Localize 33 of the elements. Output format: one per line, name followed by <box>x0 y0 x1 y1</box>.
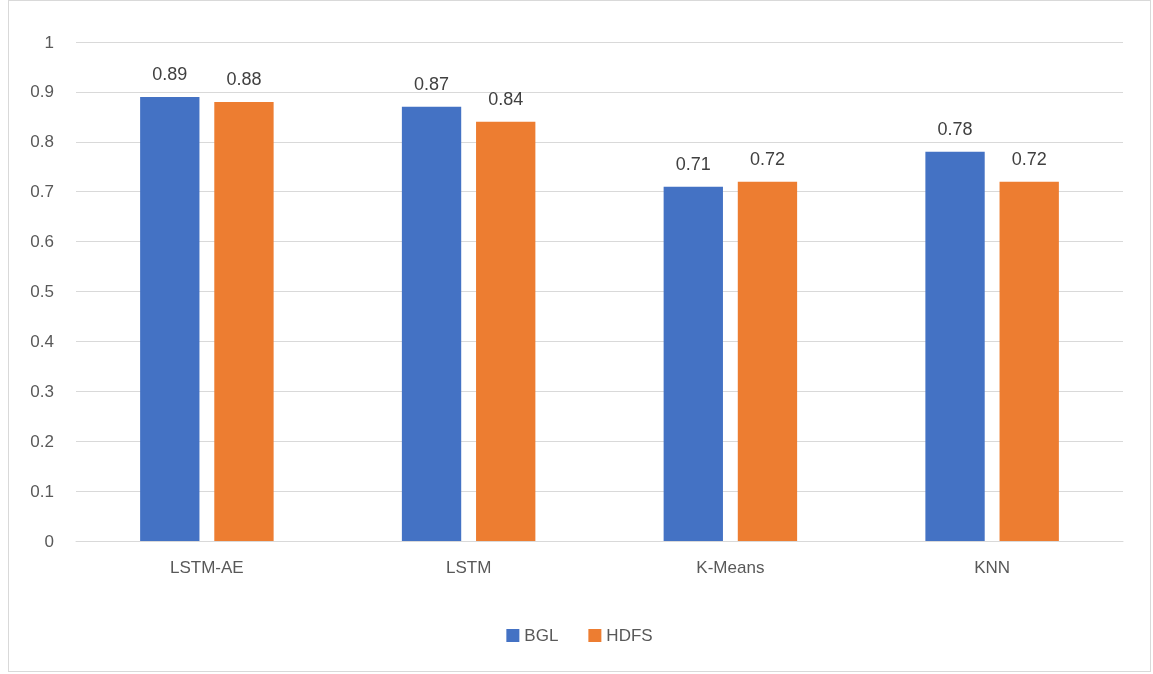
bar <box>999 181 1059 541</box>
y-tick-label: 0 <box>44 531 54 551</box>
y-tick-label: 0.7 <box>30 182 54 202</box>
data-label: 0.72 <box>749 148 785 169</box>
x-tick-label: LSTM <box>445 558 492 577</box>
y-tick-label: 0.6 <box>30 232 54 252</box>
data-label: 0.87 <box>414 73 450 94</box>
bar <box>214 101 274 541</box>
data-label: 0.84 <box>488 88 524 109</box>
bar <box>737 181 798 541</box>
data-label: 0.71 <box>675 153 711 174</box>
y-tick-label: 0.3 <box>30 381 54 401</box>
y-tick-label: 0.2 <box>30 431 54 451</box>
y-tick-label: 0.5 <box>30 282 54 301</box>
data-label: 0.88 <box>226 68 262 89</box>
y-tick-label: 0.1 <box>30 481 54 501</box>
data-label: 0.78 <box>937 118 973 139</box>
x-tick-label: KNN <box>974 558 1011 577</box>
bar <box>476 121 536 541</box>
data-label: 0.89 <box>152 63 188 84</box>
bar <box>401 106 462 541</box>
x-tick-label: K-Means <box>696 558 765 577</box>
legend-label: BGL <box>524 626 559 645</box>
bar <box>140 96 200 541</box>
y-tick-label: 0.8 <box>30 132 54 152</box>
bar <box>925 151 985 541</box>
data-label: 0.72 <box>1011 148 1047 169</box>
y-tick-label: 0.4 <box>30 331 54 351</box>
y-tick-label: 0.9 <box>30 82 54 102</box>
y-tick-label: 1 <box>44 32 54 52</box>
x-tick-label: LSTM-AE <box>170 558 244 577</box>
bar <box>663 186 723 541</box>
legend-label: HDFS <box>606 626 653 645</box>
